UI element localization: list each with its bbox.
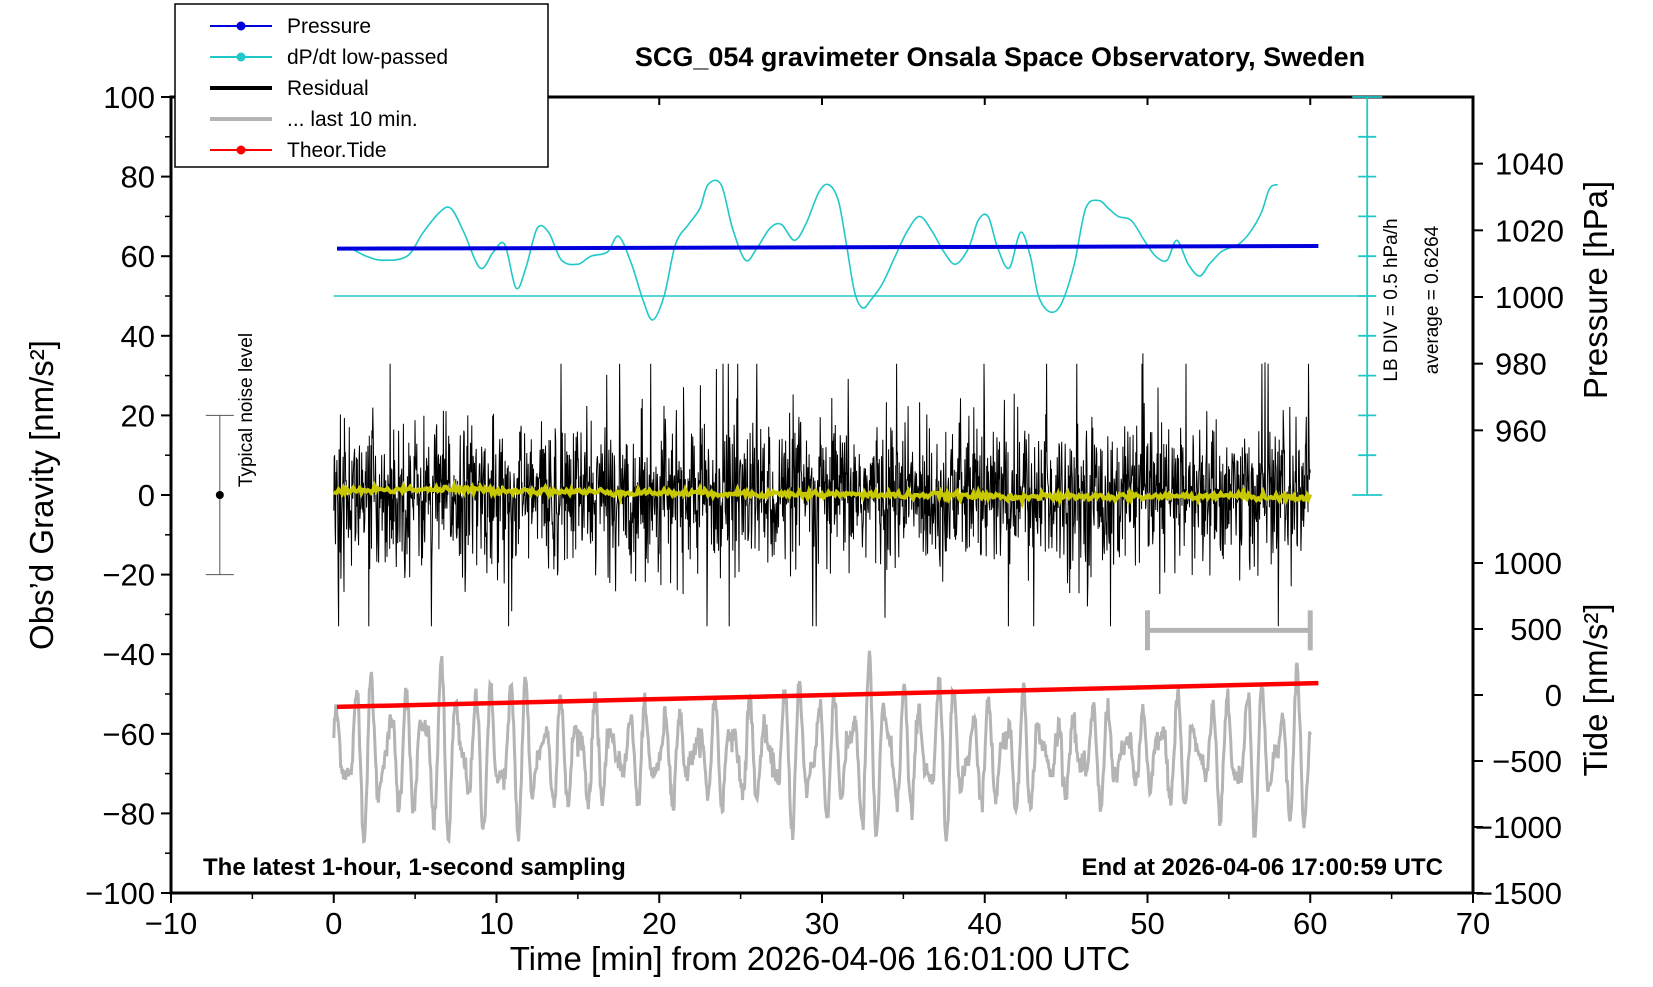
- axis-ticks: −10 0 10 20 30 40 50 60 70−100−80−60−40−20020406…: [85, 80, 1564, 941]
- tide-tick-label: 500: [1510, 612, 1562, 647]
- legend-label: ... last 10 min.: [287, 108, 418, 131]
- y-tick-label: 20: [121, 398, 155, 433]
- plot-series: [332, 179, 1368, 845]
- legend-swatch-dot: [236, 21, 246, 31]
- pressure-tick-label: 960: [1495, 413, 1547, 448]
- x-tick-label: 0: [325, 906, 342, 941]
- x-axis-title: Time [min] from 2026-04-06 16:01:00 UTC: [510, 940, 1131, 977]
- pressure-tick-label: 1040: [1495, 147, 1564, 182]
- legend-label: Theor.Tide: [287, 139, 387, 162]
- bottom-right-note: End at 2026-04-06 17:00:59 UTC: [1082, 854, 1444, 881]
- tide-tick-label: −1500: [1475, 876, 1562, 911]
- x-tick-label: 30: [805, 906, 839, 941]
- y-tick-label: 80: [121, 160, 155, 195]
- pressure-tick-label: 1020: [1495, 213, 1564, 248]
- y-tick-label: −100: [85, 876, 155, 911]
- bottom-left-note: The latest 1-hour, 1-second sampling: [203, 854, 626, 881]
- y-tick-label: 0: [138, 478, 155, 513]
- x-tick-label: 20: [642, 906, 676, 941]
- legend-swatch-dot: [236, 52, 246, 62]
- legend-entries: Pressure dP/dt low-passed Residual ... last…: [210, 15, 448, 162]
- pressure-tick-label: 980: [1495, 347, 1547, 382]
- y-tick-label: −20: [102, 558, 155, 593]
- x-tick-label: −10: [145, 906, 198, 941]
- y-tick-label: 100: [103, 80, 155, 115]
- x-tick-label: 10: [479, 906, 513, 941]
- dpdt-lowpassed-line: [338, 179, 1279, 321]
- y-tick-label: −80: [102, 796, 155, 831]
- lb-average-label: average = 0.6264: [1422, 225, 1443, 374]
- x-tick-label: 60: [1293, 906, 1327, 941]
- tide-tick-label: 0: [1545, 678, 1562, 713]
- x-tick-label: 40: [968, 906, 1002, 941]
- legend-label: dP/dt low-passed: [287, 46, 448, 69]
- residual-smoothed-line: [333, 479, 1313, 509]
- x-tick-label: 50: [1130, 906, 1164, 941]
- legend-swatch-dot: [236, 145, 246, 155]
- y-axis-title-gravity-text: Obs’d Gravity [nm/s²]: [23, 340, 60, 650]
- noise-bar-center-dot: [215, 491, 224, 499]
- pressure-line: [336, 244, 1319, 251]
- y-tick-label: −60: [102, 717, 155, 752]
- y-axis-title-gravity: Obs’d Gravity [nm/s²]: [23, 340, 60, 650]
- tide-tick-label: 1000: [1493, 546, 1562, 581]
- chart-title: SCG_054 gravimeter Onsala Space Observat…: [635, 42, 1365, 72]
- y-tick-label: 60: [121, 239, 155, 274]
- tide-tick-label: −1000: [1475, 810, 1562, 845]
- last-10-min-line: [332, 650, 1312, 845]
- lb-div-label: LB DIV = 0.5 hPa/h: [1381, 218, 1402, 381]
- y-tick-label: −40: [102, 637, 155, 672]
- y-axis-title-pressure: Pressure [hPa]: [1577, 181, 1614, 399]
- legend-label: Pressure: [287, 15, 371, 38]
- theor-tide-line: [336, 680, 1319, 710]
- y-tick-label: 40: [121, 319, 155, 354]
- annotations: [205, 96, 1383, 651]
- x-tick-label: 70: [1456, 906, 1490, 941]
- tide-tick-label: −500: [1492, 744, 1562, 779]
- y-axis-title-tide: Tide [nm/s²]: [1577, 604, 1614, 777]
- noise-level-label: Typical noise level: [236, 333, 257, 487]
- legend-label: Residual: [287, 77, 369, 100]
- legend: Pressure dP/dt low-passed Residual ... last…: [174, 3, 549, 168]
- legend-box: [174, 3, 549, 168]
- pressure-tick-label: 1000: [1495, 280, 1564, 315]
